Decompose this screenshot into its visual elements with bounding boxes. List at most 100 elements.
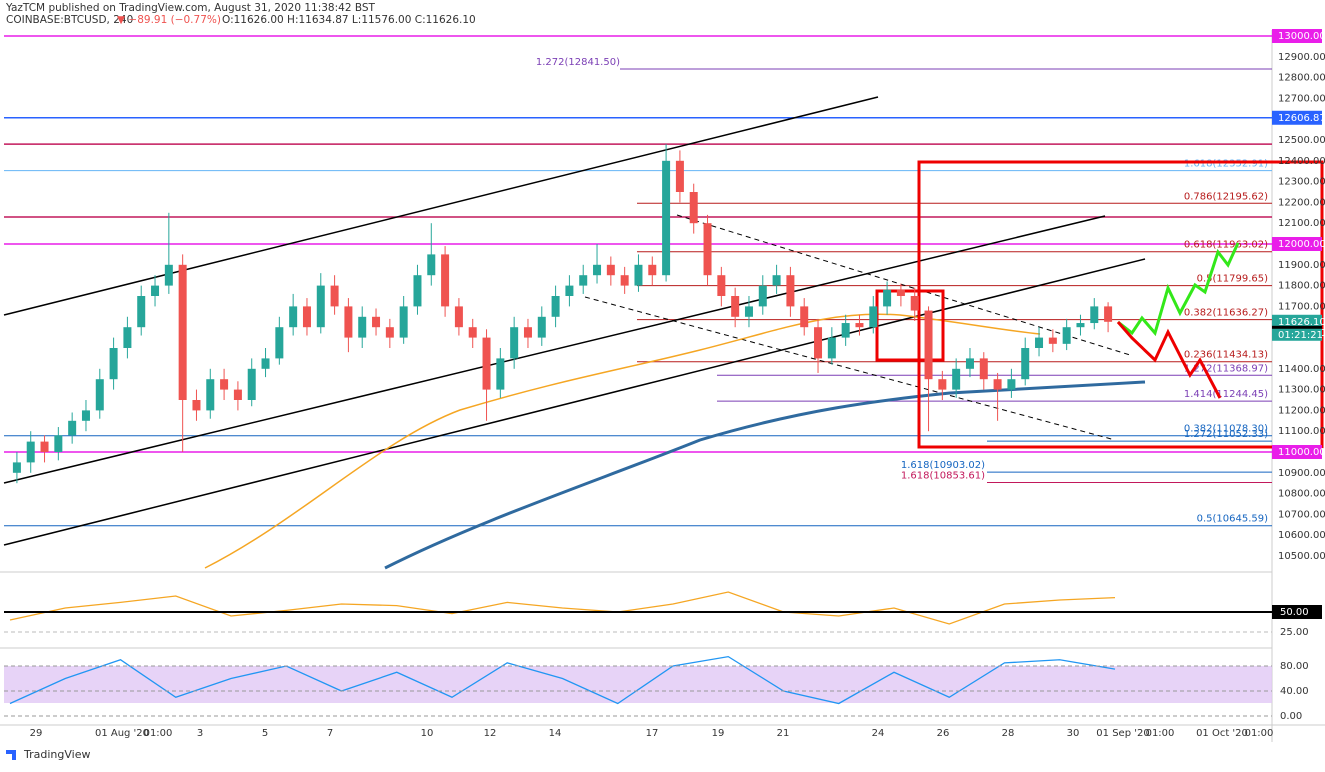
date-label: 5 — [262, 728, 268, 739]
ohlc: O:11626.00 H:11634.87 L:11576.00 C:11626… — [222, 14, 476, 26]
candle-body — [869, 306, 878, 328]
candle-body — [137, 296, 146, 328]
price-tick-label: 11700.00 — [1278, 301, 1325, 312]
candle-body — [1062, 327, 1071, 344]
candle-body — [289, 306, 298, 328]
level-label: 1.414(11244.45) — [1184, 389, 1268, 400]
candle-body — [261, 358, 270, 369]
countdown: 01:21:21 — [1278, 330, 1323, 341]
date-label: 01:00 — [144, 728, 173, 739]
price-tick-label: 12700.00 — [1278, 93, 1325, 104]
rsi-tick-label: 50.00 — [1280, 607, 1309, 618]
candle-body — [841, 323, 850, 338]
level-label: 1.618(12352.91) — [1184, 159, 1268, 170]
date-label: 3 — [197, 728, 203, 739]
stoch-band — [4, 666, 1272, 703]
candle-body — [1076, 323, 1085, 328]
level-label: 0.5(11799.65) — [1197, 274, 1269, 285]
candle-body — [744, 306, 753, 317]
candle-body — [827, 337, 836, 359]
level-label: 0.786(12195.62) — [1184, 191, 1268, 202]
price-badge-label: 13000.00 — [1278, 31, 1325, 42]
candle-body — [385, 327, 394, 338]
candle-body — [965, 358, 974, 369]
candle-body — [731, 296, 740, 317]
candle-body — [634, 264, 643, 286]
level-label: 0.236(11434.13) — [1184, 350, 1268, 361]
dashed-line — [676, 214, 1131, 356]
rsi-tick-label: 25.00 — [1280, 627, 1309, 638]
candle-body — [316, 285, 325, 328]
date-label: 30 — [1067, 728, 1080, 739]
candle-body — [482, 337, 491, 390]
candle-body — [54, 435, 63, 452]
candle-body — [496, 358, 505, 390]
candle-body — [523, 327, 532, 338]
countdown-box — [1272, 328, 1322, 341]
price-tick-label: 12100.00 — [1278, 218, 1325, 229]
corner — [1272, 742, 1325, 768]
candle-body — [993, 379, 1002, 390]
price-tick-label: 10900.00 — [1278, 468, 1325, 479]
candle-body — [468, 327, 477, 338]
price-badge-label: 11626.10 — [1278, 317, 1325, 328]
price-tick-label: 12500.00 — [1278, 135, 1325, 146]
candle-body — [233, 389, 242, 400]
candle-body — [427, 254, 436, 276]
candle-body — [1104, 306, 1113, 322]
candle-body — [896, 289, 905, 296]
date-label: 14 — [549, 728, 562, 739]
trend-line — [3, 96, 879, 316]
date-label: 01:00 — [1245, 728, 1274, 739]
level-label: 0.382(11078.30) — [1184, 424, 1268, 435]
candle-body — [454, 306, 463, 328]
candle-body — [330, 285, 339, 307]
candle-body — [192, 400, 201, 411]
candle-body — [593, 264, 602, 276]
candle-body — [178, 264, 187, 400]
candle-body — [344, 306, 353, 338]
candle-body — [399, 306, 408, 338]
trend-line — [3, 258, 1146, 546]
candle-body — [717, 275, 726, 296]
candle-body — [606, 264, 615, 276]
price-tick-label: 10700.00 — [1278, 509, 1325, 520]
candle-body — [537, 316, 546, 338]
date-label: 29 — [30, 728, 43, 739]
candle-body — [924, 310, 933, 380]
price-badge-label: 12606.87 — [1278, 113, 1325, 124]
date-label: 26 — [937, 728, 950, 739]
level-label: 1.618(10903.02) — [901, 460, 985, 471]
date-label: 24 — [872, 728, 885, 739]
candle-body — [164, 264, 173, 286]
footer-brand: TradingView — [23, 748, 90, 761]
price-tick-label: 11300.00 — [1278, 385, 1325, 396]
candle-body — [689, 192, 698, 224]
candle-body — [772, 275, 781, 286]
drawings — [3, 96, 1324, 570]
price-tick-label: 12200.00 — [1278, 197, 1325, 208]
rsi-badge — [1272, 605, 1322, 619]
date-label: 19 — [712, 728, 725, 739]
candle-body — [275, 327, 284, 359]
candle-body — [855, 323, 864, 328]
bullish-path — [1117, 242, 1240, 337]
level-label: 0.618(11963.02) — [1184, 240, 1268, 251]
date-label: 7 — [327, 728, 333, 739]
stoch-tick-label: 40.00 — [1280, 686, 1309, 697]
date-label: 17 — [646, 728, 659, 739]
price-badge-label: 11000.00 — [1278, 447, 1325, 458]
candle-body — [1007, 379, 1016, 390]
candle-body — [220, 379, 229, 390]
candle-body — [910, 296, 919, 311]
candle-body — [151, 285, 160, 296]
level-label: 1.618(10853.61) — [901, 470, 985, 481]
price-tick-label: 10800.00 — [1278, 489, 1325, 500]
candle-body — [109, 348, 118, 380]
candle-body — [81, 410, 90, 421]
price-badge — [1272, 29, 1322, 43]
candle-body — [247, 368, 256, 400]
price-badge — [1272, 110, 1322, 125]
candle-body — [786, 275, 795, 307]
candle-body — [952, 368, 961, 390]
